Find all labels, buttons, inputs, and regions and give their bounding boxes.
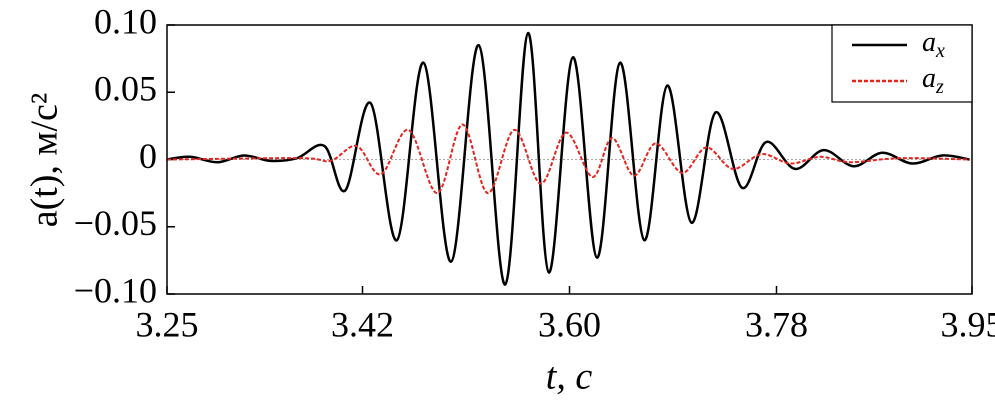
x-axis-label: t, с <box>546 356 593 398</box>
y-tick-label: 0 <box>139 136 157 176</box>
data-line <box>166 123 970 195</box>
legend-name: a <box>922 27 936 58</box>
legend-box <box>831 24 973 103</box>
y-tick-label: −0.10 <box>74 270 157 310</box>
x-tick-label: 3.95 <box>941 304 995 344</box>
y-axis-label: a(t), м/с² <box>24 93 66 228</box>
x-tick-label: 3.42 <box>331 304 394 344</box>
legend-subscript: z <box>935 76 944 98</box>
legend-subscript: x <box>935 40 945 62</box>
y-tick-label: −0.05 <box>74 203 157 243</box>
plot-frame <box>166 24 973 295</box>
y-tick-label: 0.10 <box>94 1 157 41</box>
x-tick-label: 3.25 <box>136 304 199 344</box>
x-tick-label: 3.60 <box>538 304 601 344</box>
legend-name: a <box>922 63 936 94</box>
data-line <box>166 31 970 286</box>
legend-label: az <box>922 63 944 97</box>
x-tick-label: 3.78 <box>745 304 808 344</box>
legend-label: ax <box>922 27 945 61</box>
y-tick-label: 0.05 <box>94 69 157 109</box>
